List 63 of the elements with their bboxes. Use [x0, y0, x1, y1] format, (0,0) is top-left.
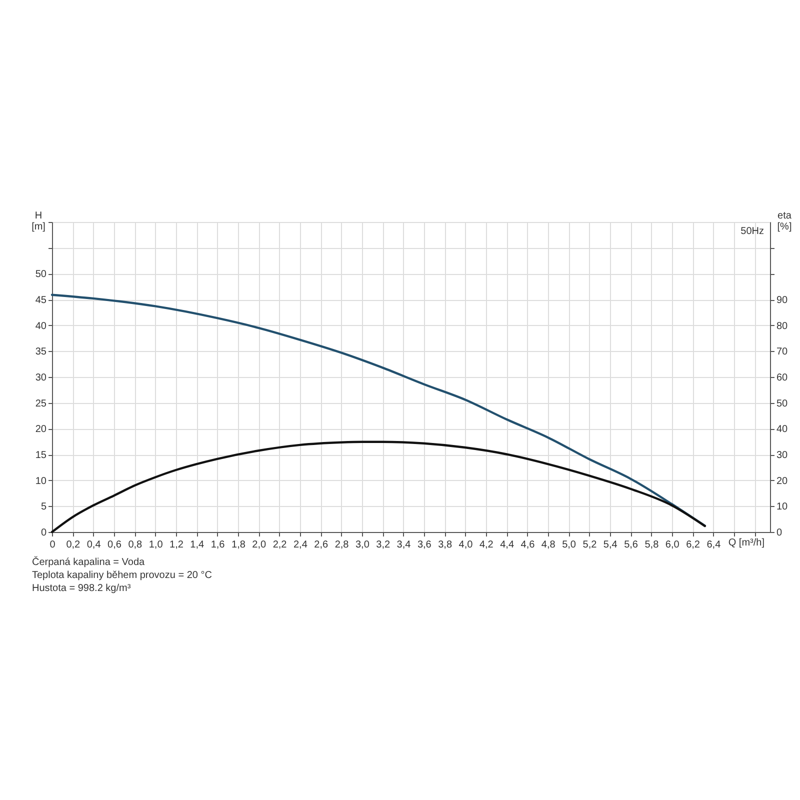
- x-tick-label: 1,8: [232, 540, 246, 550]
- x-tick-label: 0,8: [128, 540, 143, 550]
- x-tick-label: 3,4: [396, 540, 412, 550]
- text: Teplota kapaliny během provozu = 20 °C: [32, 569, 212, 582]
- text: Čerpaná kapalina = Voda: [32, 556, 146, 569]
- y-tick-label: 20: [35, 424, 47, 436]
- y2-tick-label: 20: [776, 476, 788, 487]
- x-tick-label: 1,6: [210, 540, 226, 550]
- y2-tick-label: 80: [776, 320, 788, 332]
- x-tick-label: 1,2: [170, 540, 184, 550]
- y-axis-title: H [m]: [32, 210, 46, 232]
- x-tick-label: 3,8: [438, 540, 452, 550]
- x-tick-label: 5,4: [603, 540, 618, 550]
- x-tick-label: 2,0: [252, 540, 267, 550]
- x-tick-label: 5,0: [562, 540, 576, 550]
- y-tick-label: 0: [40, 528, 47, 538]
- x-tick-label: 4,4: [500, 540, 514, 550]
- y-tick-label: 50: [35, 269, 47, 280]
- x-tick-label: 0: [50, 540, 56, 550]
- x-tick-label: 4,2: [479, 540, 494, 550]
- x-tick-label: 6,4: [706, 540, 722, 550]
- y-tick-label: 25: [35, 398, 47, 410]
- x-tick-label: 0,6: [108, 540, 122, 550]
- x-axis-title: Q [m³/h]: [728, 538, 765, 548]
- x-tick-label: 4,8: [541, 540, 556, 550]
- x-tick-label: 1,4: [190, 540, 205, 550]
- y-tick-label: 35: [35, 346, 47, 358]
- x-tick-label: 5,6: [624, 540, 638, 550]
- y2-tick-label: 40: [776, 424, 788, 436]
- y2-tick-label: 90: [776, 295, 788, 306]
- y2-tick-label: 0: [776, 528, 782, 538]
- y-tick-label: 30: [35, 372, 47, 384]
- x-tick-label: 3,6: [417, 540, 432, 550]
- x-tick-label: 2,2: [272, 540, 288, 550]
- x-tick-label: 6,0: [665, 540, 680, 550]
- text: Hustota = 998.2 kg/m³: [32, 582, 132, 595]
- x-tick-label: 1,0: [148, 540, 164, 550]
- x-tick-label: 4,6: [520, 540, 536, 550]
- line-series: [50, 294, 706, 527]
- x-tick-label: 2,4: [293, 540, 308, 550]
- y-tick-label: 40: [35, 320, 47, 332]
- x-tick-label: 3,2: [376, 540, 390, 550]
- y2-tick-label: 50: [776, 398, 788, 410]
- y2-tick-label: 60: [776, 372, 788, 384]
- x-tick-label: 2,6: [314, 540, 328, 550]
- y-tick-label: 5: [40, 502, 47, 513]
- y2-tick-label: 30: [776, 450, 788, 461]
- x-tick-label: 5,8: [644, 540, 660, 550]
- x-tick-label: 2,8: [334, 540, 350, 550]
- x-tick-label: 4,0: [458, 540, 474, 550]
- y2-tick-label: 10: [776, 502, 788, 513]
- y-tick-label: 45: [35, 295, 47, 306]
- x-tick-label: 0,2: [66, 540, 81, 550]
- y2-tick-label: 70: [776, 346, 788, 358]
- x-tick-label: 0,4: [86, 540, 102, 550]
- annotation: 50Hz: [740, 226, 764, 237]
- x-tick-label: 6,2: [686, 540, 700, 550]
- line-series: [50, 440, 706, 534]
- x-tick-label: 5,2: [582, 540, 598, 550]
- y-tick-label: 10: [35, 476, 47, 487]
- y2-axis-title: eta [%]: [777, 210, 792, 232]
- x-tick-label: 3,0: [355, 540, 370, 550]
- y-tick-label: 15: [35, 450, 47, 461]
